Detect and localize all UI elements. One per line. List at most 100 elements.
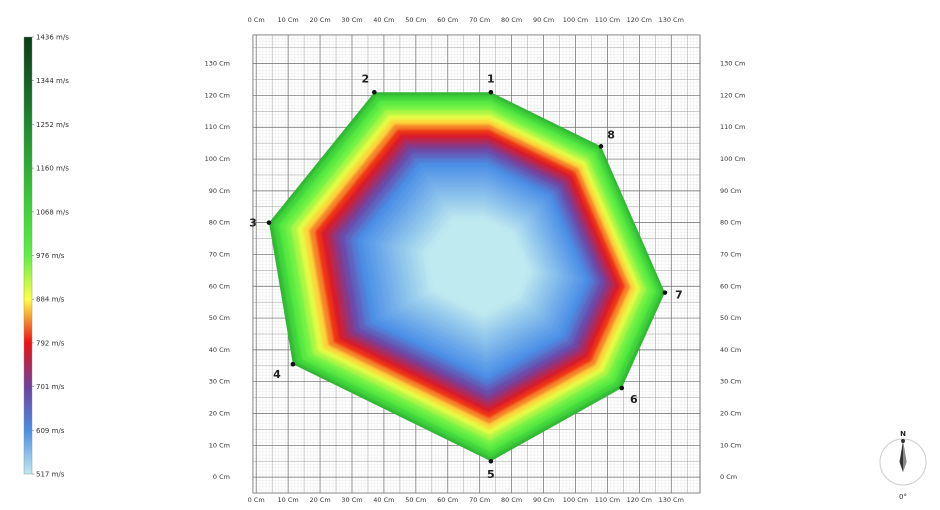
x-tick-label-top: 10 Cm bbox=[278, 16, 299, 24]
sensor-point bbox=[619, 385, 625, 391]
sensor-label: 4 bbox=[273, 368, 281, 381]
x-tick-label-top: 20 Cm bbox=[309, 16, 330, 24]
x-tick-label-bottom: 40 Cm bbox=[373, 496, 394, 504]
x-tick-label-bottom: 10 Cm bbox=[278, 496, 299, 504]
y-tick-labels-right: 0 Cm 10 Cm 20 Cm 30 Cm 40 Cm 50 Cm 60 Cm 70 Cm 8… bbox=[720, 60, 745, 481]
x-tick-label-top: 130 Cm bbox=[659, 16, 684, 24]
y-tick-label-right: 40 Cm bbox=[720, 346, 741, 354]
y-tick-label-right: 80 Cm bbox=[720, 219, 741, 227]
color-legend: 1436 m/s 1344 m/s 1252 m/s 1160 m/s 1068 m/s… bbox=[23, 34, 69, 479]
y-tick-label-left: 120 Cm bbox=[205, 91, 230, 99]
y-tick-label-right: 20 Cm bbox=[720, 409, 741, 417]
sensor-point bbox=[290, 361, 296, 367]
y-tick-label-left: 20 Cm bbox=[209, 409, 230, 417]
sensor-label: 2 bbox=[362, 72, 370, 85]
compass-angle-label: 0° bbox=[899, 493, 907, 501]
sensors: 1 2 3 4 5 6 7 8 bbox=[249, 72, 683, 481]
sensor-point bbox=[488, 458, 494, 464]
x-tick-label-bottom: 70 Cm bbox=[469, 496, 490, 504]
x-tick-label-top: 120 Cm bbox=[627, 16, 652, 24]
y-tick-label-right: 70 Cm bbox=[720, 250, 741, 258]
y-tick-label-left: 80 Cm bbox=[209, 219, 230, 227]
y-tick-label-left: 0 Cm bbox=[213, 473, 230, 481]
y-tick-labels-left: 0 Cm 10 Cm 20 Cm 30 Cm 40 Cm 50 Cm 60 Cm 70 Cm 8… bbox=[205, 60, 230, 481]
legend-label: 1436 m/s bbox=[36, 34, 69, 42]
sensor-label: 1 bbox=[487, 72, 495, 85]
y-tick-label-left: 10 Cm bbox=[209, 441, 230, 449]
x-tick-label-bottom: 50 Cm bbox=[405, 496, 426, 504]
compass-north-label: N bbox=[900, 430, 906, 438]
x-tick-label-bottom: 60 Cm bbox=[437, 496, 458, 504]
sensor-label: 3 bbox=[249, 217, 257, 230]
y-tick-label-left: 70 Cm bbox=[209, 250, 230, 258]
x-tick-label-top: 0 Cm bbox=[248, 16, 265, 24]
sensor-label: 6 bbox=[630, 393, 638, 406]
x-tick-label-bottom: 0 Cm bbox=[248, 496, 265, 504]
legend-label: 609 m/s bbox=[36, 427, 65, 435]
sensor-label: 7 bbox=[675, 289, 683, 302]
y-tick-label-right: 50 Cm bbox=[720, 314, 741, 322]
x-tick-label-bottom: 20 Cm bbox=[309, 496, 330, 504]
y-tick-label-left: 30 Cm bbox=[209, 378, 230, 386]
y-tick-label-right: 10 Cm bbox=[720, 441, 741, 449]
y-tick-label-left: 90 Cm bbox=[209, 187, 230, 195]
sensor-point bbox=[488, 89, 494, 95]
y-tick-label-right: 0 Cm bbox=[720, 473, 737, 481]
y-tick-label-right: 100 Cm bbox=[720, 155, 745, 163]
y-tick-label-left: 130 Cm bbox=[205, 60, 230, 68]
x-tick-label-bottom: 90 Cm bbox=[533, 496, 554, 504]
y-tick-label-right: 130 Cm bbox=[720, 60, 745, 68]
y-tick-label-right: 120 Cm bbox=[720, 91, 745, 99]
x-tick-labels-top: 0 Cm 10 Cm 20 Cm 30 Cm 40 Cm 50 Cm 60 Cm 70 Cm 8… bbox=[248, 16, 684, 24]
x-tick-label-bottom: 130 Cm bbox=[659, 496, 684, 504]
legend-label: 792 m/s bbox=[36, 339, 65, 347]
x-tick-label-bottom: 30 Cm bbox=[341, 496, 362, 504]
x-tick-label-top: 70 Cm bbox=[469, 16, 490, 24]
y-tick-label-right: 110 Cm bbox=[720, 123, 745, 131]
compass-needle-tip bbox=[901, 439, 905, 443]
x-tick-label-top: 60 Cm bbox=[437, 16, 458, 24]
velocity-contour bbox=[475, 258, 487, 269]
compass-needle-shade bbox=[903, 441, 907, 472]
sensor-label: 5 bbox=[487, 468, 495, 481]
legend-label: 517 m/s bbox=[36, 471, 65, 479]
legend-label: 1068 m/s bbox=[36, 208, 69, 216]
legend-labels: 1436 m/s 1344 m/s 1252 m/s 1160 m/s 1068 m/s… bbox=[32, 34, 69, 479]
x-tick-label-bottom: 80 Cm bbox=[501, 496, 522, 504]
sensor-point bbox=[372, 89, 377, 95]
legend-color-bar bbox=[23, 36, 33, 475]
velocity-field bbox=[268, 92, 665, 462]
x-tick-labels-bottom: 0 Cm 10 Cm 20 Cm 30 Cm 40 Cm 50 Cm 60 Cm 70 Cm 8… bbox=[248, 496, 684, 504]
sensor-label: 8 bbox=[607, 128, 615, 141]
legend-label: 1344 m/s bbox=[36, 77, 69, 85]
legend-label: 976 m/s bbox=[36, 252, 65, 260]
plot-area: 1 2 3 4 5 6 7 8 bbox=[249, 34, 701, 494]
y-tick-label-left: 110 Cm bbox=[205, 123, 230, 131]
x-tick-label-top: 50 Cm bbox=[405, 16, 426, 24]
x-tick-label-top: 90 Cm bbox=[533, 16, 554, 24]
y-tick-label-right: 30 Cm bbox=[720, 378, 741, 386]
x-tick-label-bottom: 120 Cm bbox=[627, 496, 652, 504]
x-tick-label-top: 80 Cm bbox=[501, 16, 522, 24]
y-tick-label-right: 90 Cm bbox=[720, 187, 741, 195]
x-tick-label-bottom: 100 Cm bbox=[563, 496, 588, 504]
sensor-point bbox=[662, 290, 668, 295]
y-tick-label-left: 50 Cm bbox=[209, 314, 230, 322]
x-tick-label-top: 40 Cm bbox=[373, 16, 394, 24]
legend-label: 1252 m/s bbox=[36, 121, 69, 129]
sensor-point bbox=[266, 220, 272, 225]
legend-label: 1160 m/s bbox=[36, 165, 69, 173]
x-tick-label-top: 30 Cm bbox=[341, 16, 362, 24]
x-tick-label-bottom: 110 Cm bbox=[595, 496, 620, 504]
legend-label: 884 m/s bbox=[36, 296, 65, 304]
sensor-point bbox=[598, 144, 604, 149]
x-tick-label-top: 100 Cm bbox=[563, 16, 588, 24]
y-tick-label-left: 60 Cm bbox=[209, 282, 230, 290]
legend-label: 701 m/s bbox=[36, 383, 65, 391]
y-tick-label-left: 40 Cm bbox=[209, 346, 230, 354]
compass: N 0° bbox=[879, 430, 927, 501]
y-tick-label-right: 60 Cm bbox=[720, 282, 741, 290]
y-tick-label-left: 100 Cm bbox=[205, 155, 230, 163]
x-tick-label-top: 110 Cm bbox=[595, 16, 620, 24]
